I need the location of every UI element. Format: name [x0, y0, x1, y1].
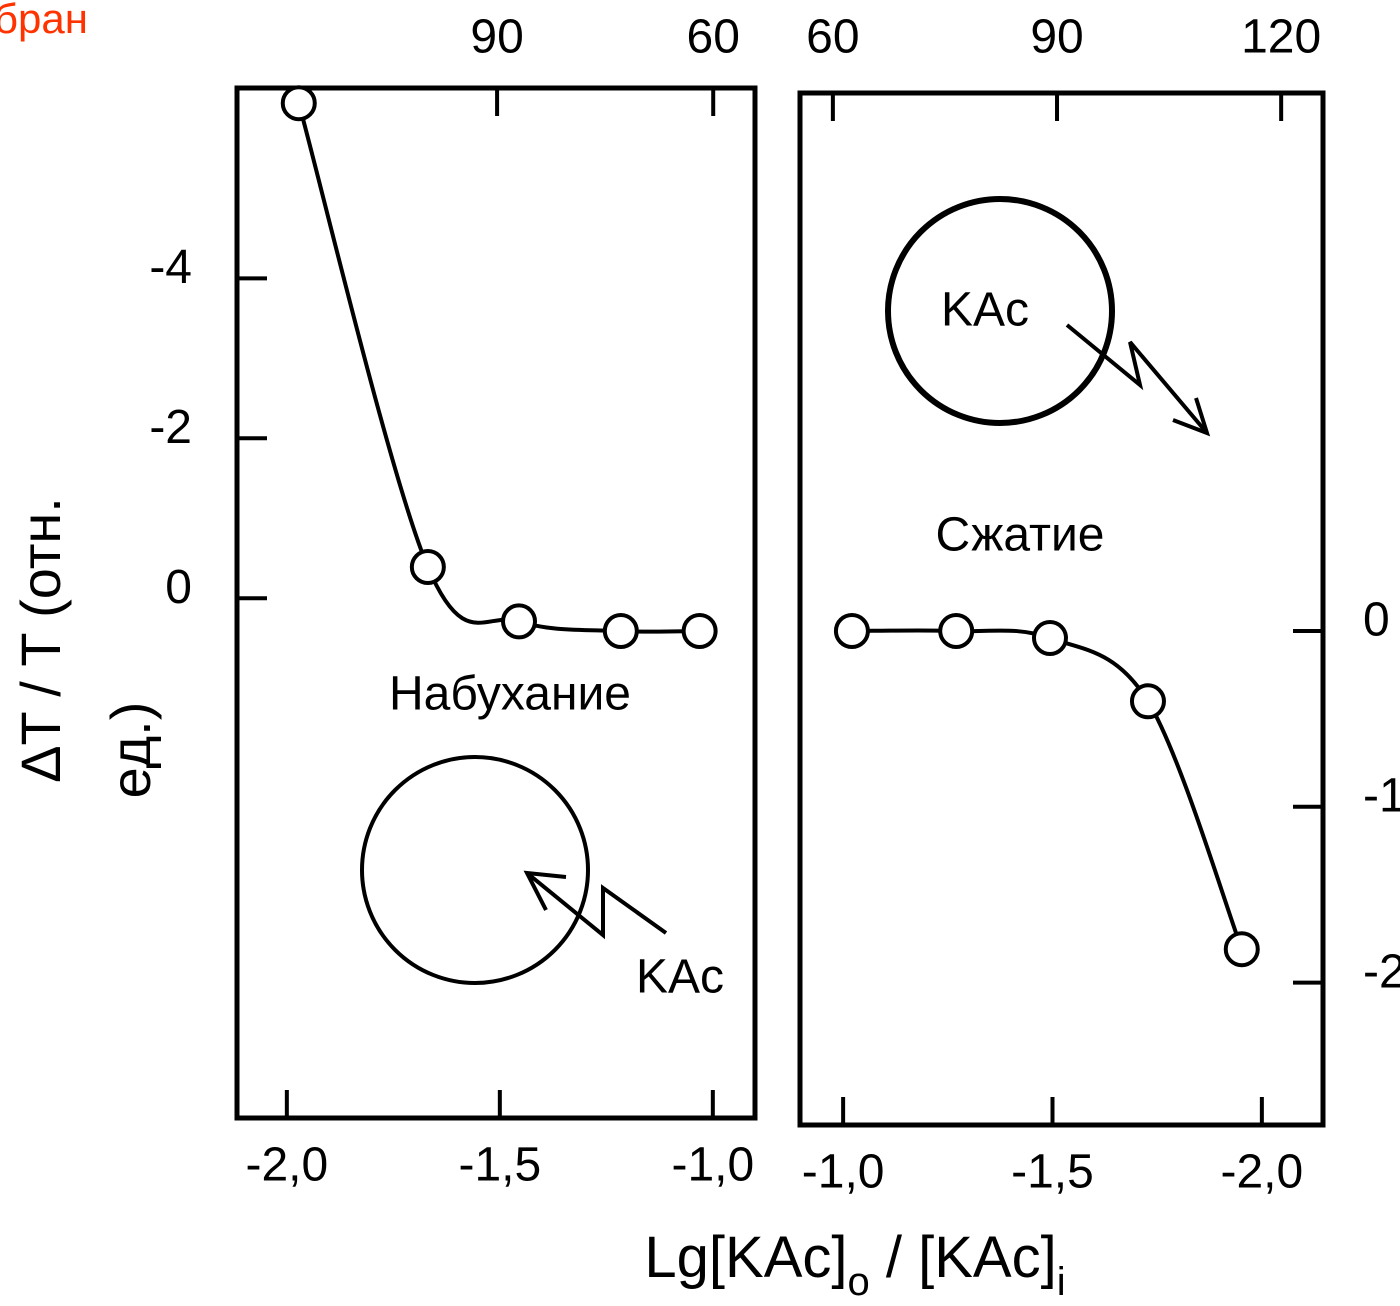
- data-point: [602, 612, 639, 649]
- data-line: [296, 102, 700, 634]
- y-axis-label: ед.): [99, 702, 162, 799]
- x-label-sub: o: [848, 1260, 870, 1304]
- x-tick-label: -1,0: [671, 1139, 754, 1192]
- plot-frame: [797, 90, 1326, 1128]
- data-point: [938, 612, 975, 649]
- y-tick-label: 0: [1363, 594, 1390, 647]
- y-tick-label: -1: [1363, 769, 1400, 822]
- annotation: Набухание: [389, 668, 631, 721]
- arrow-head: [523, 870, 567, 911]
- swelling-diagram: [360, 755, 668, 985]
- arrow-head: [1172, 397, 1211, 437]
- data-point: [409, 549, 446, 586]
- y-tick-label: -4: [149, 241, 192, 294]
- data-point: [833, 612, 870, 649]
- arrow: [1065, 323, 1209, 435]
- x-tick-label: -1,5: [458, 1139, 541, 1192]
- x-tick-label: -1,5: [1011, 1146, 1094, 1199]
- annotation: Сжатие: [936, 509, 1105, 562]
- cell: [885, 196, 1115, 426]
- y-tick-label: -2: [149, 401, 192, 454]
- x-tick-label: -2,0: [1221, 1146, 1304, 1199]
- arrow: [525, 871, 668, 940]
- data-line: [851, 628, 1244, 950]
- x-label-sub: i: [1057, 1260, 1066, 1304]
- annotation: KAc: [941, 284, 1029, 337]
- x-label-part: Lg[KAc]: [644, 1225, 847, 1290]
- data-point: [1223, 931, 1260, 968]
- x2-tick-label: 60: [687, 11, 740, 64]
- shrink-diagram: [885, 196, 1211, 437]
- data-point: [1031, 620, 1068, 657]
- data-point: [501, 603, 538, 640]
- data-point: [1129, 683, 1166, 720]
- x-label-part: / [KAc]: [870, 1225, 1057, 1290]
- y-axis-label: ΔT / T (отн.: [9, 497, 72, 783]
- data-point: [280, 85, 317, 122]
- y-tick-label: -2: [1363, 945, 1400, 998]
- x-tick-label: -2,0: [245, 1139, 328, 1192]
- x2-tick-label: 60: [806, 11, 859, 64]
- x-axis-label: Lg[KAc]o / [KAc]i: [644, 1225, 1065, 1303]
- x-tick-label: -1,0: [802, 1146, 885, 1199]
- x2-tick-label: 90: [470, 11, 523, 64]
- x2-tick-label: 90: [1030, 11, 1083, 64]
- x2-tick-label: 120: [1241, 11, 1321, 64]
- annotation: KAc: [636, 951, 724, 1004]
- cell: [360, 755, 590, 985]
- y-tick-label: 0: [165, 561, 192, 614]
- corner-text: бран: [0, 0, 88, 42]
- data-point: [681, 612, 718, 649]
